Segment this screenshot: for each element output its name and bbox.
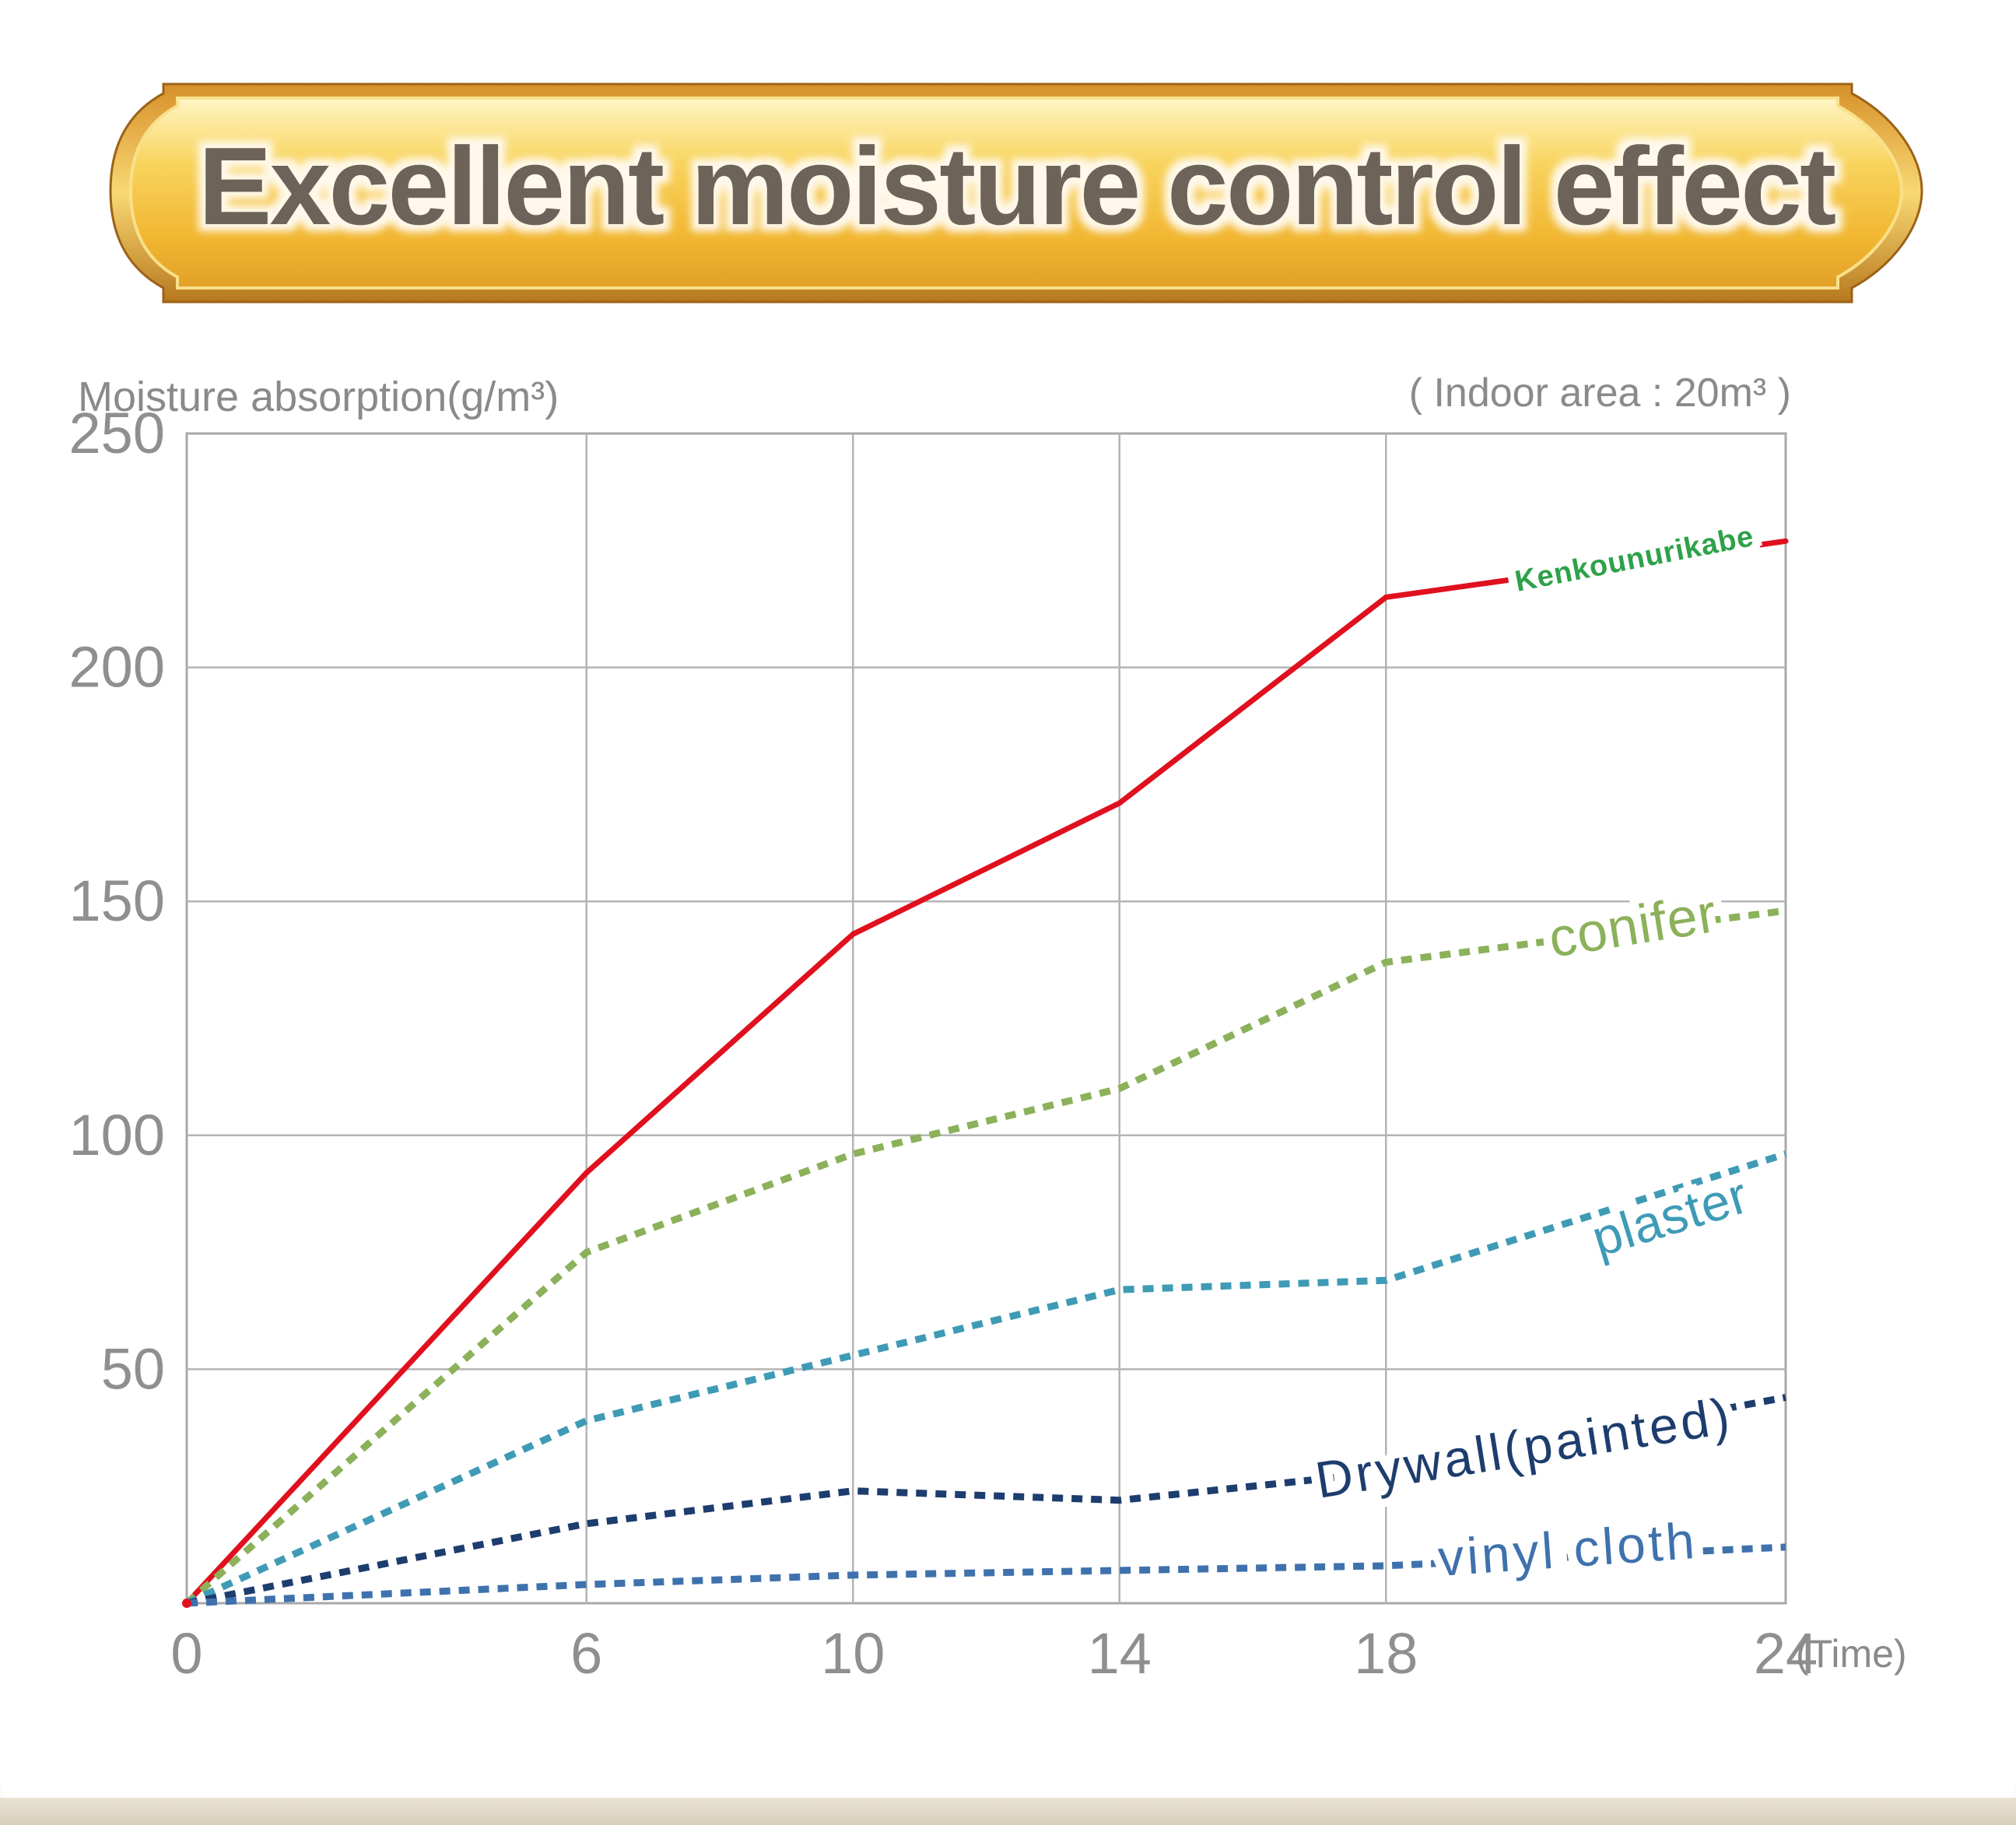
- y-tick-label: 200: [69, 635, 165, 700]
- x-tick-label: 14: [1088, 1621, 1152, 1686]
- series-line-conifer: [184, 907, 1786, 1606]
- indoor-area-note: ( Indoor area : 20m³ ): [1409, 370, 1791, 416]
- title-banner: Excellent moisture control effect: [109, 82, 1923, 304]
- bottom-strip: [0, 1798, 2016, 1825]
- series-layer: Kenkounurikabe conifer plaster Drywall(pain…: [182, 511, 1789, 1608]
- series-line-vinyl-cloth: [186, 1543, 1786, 1607]
- y-tick-label: 250: [69, 401, 165, 465]
- x-tick-label: 24: [1754, 1621, 1818, 1686]
- y-tick-label: 150: [69, 869, 165, 933]
- y-tick-label: 50: [101, 1336, 165, 1401]
- banner-plate: [128, 97, 1904, 290]
- series-line-drywall-painted: [186, 1394, 1786, 1607]
- axes: 0 6 10 14 18 24 50 100 150 200 250: [69, 401, 1818, 1686]
- series-label-group-kenkounurikabe: Kenkounurikabe: [1504, 511, 1765, 607]
- series-label-group-vinyl-cloth: vinyl cloth: [1428, 1503, 1708, 1595]
- grid: [185, 432, 1787, 1605]
- x-tick-label: 0: [170, 1621, 202, 1686]
- chart-title: Excellent moisture control effect: [198, 125, 1835, 248]
- series-label-plaster: plaster: [1585, 1166, 1755, 1268]
- y-tick-label: 100: [69, 1103, 165, 1167]
- y-axis-label: Moisture absorption(g/m³): [78, 374, 559, 420]
- origin-point: [182, 1599, 191, 1608]
- series-label-group-plaster: plaster: [1576, 1157, 1763, 1276]
- series-label-group-conifer: conifer: [1536, 874, 1730, 977]
- series-label-vinyl-cloth: vinyl cloth: [1436, 1511, 1699, 1587]
- series-line-kenkounurikabe: [184, 538, 1789, 1606]
- series-line-plaster: [185, 1150, 1787, 1607]
- series-label-drywall-painted: Drywall(painted): [1312, 1386, 1737, 1509]
- x-tick-label: 6: [570, 1621, 602, 1686]
- x-tick-label: 18: [1354, 1621, 1418, 1686]
- series-label-group-drywall-painted: Drywall(painted): [1303, 1378, 1745, 1518]
- series-label-kenkounurikabe: Kenkounurikabe: [1513, 520, 1757, 598]
- plot-frame: [185, 432, 1787, 1605]
- x-axis-label: (Time): [1796, 1632, 1907, 1676]
- x-tick-label: 10: [821, 1621, 885, 1686]
- series-label-conifer: conifer: [1544, 883, 1721, 969]
